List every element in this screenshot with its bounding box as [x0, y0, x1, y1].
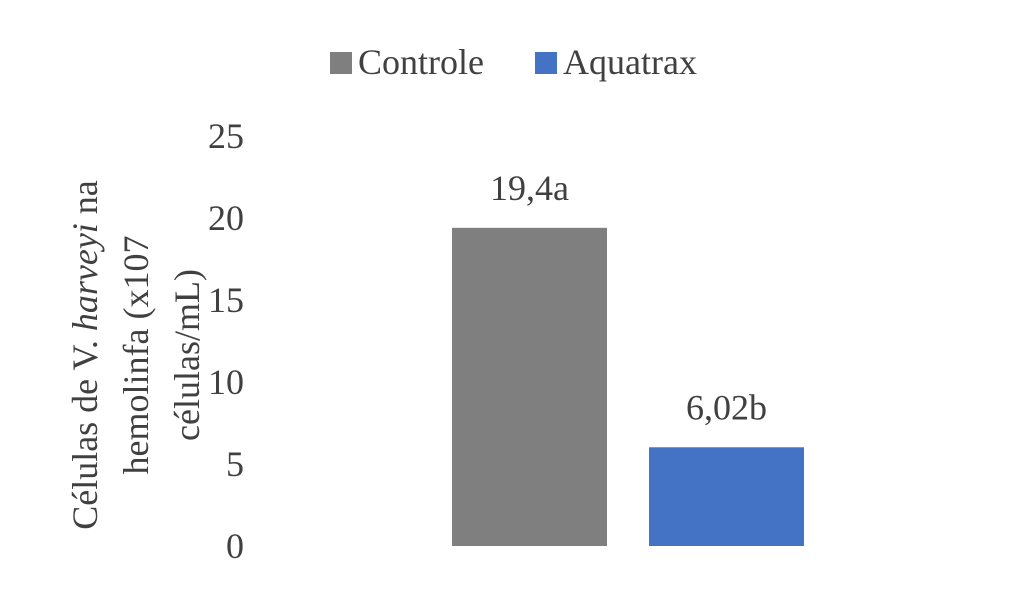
legend: Controle Aquatrax [330, 42, 697, 82]
legend-label-aquatrax: Aquatrax [563, 42, 697, 82]
y-tick-label: 15 [208, 280, 244, 320]
bar-controle [452, 227, 607, 546]
y-axis-title-line: células/mL) [167, 269, 207, 441]
y-tick-label: 0 [226, 526, 244, 566]
data-labels: 19,4a 6,02b [490, 168, 767, 427]
y-axis-ticks: 0 5 10 15 20 25 [208, 116, 244, 566]
data-label-aquatrax: 6,02b [686, 387, 767, 427]
bars [452, 227, 804, 546]
legend-swatch-aquatrax [535, 52, 557, 74]
y-axis-title: Células de V. harveyi na hemolinfa (x107 c… [65, 180, 207, 530]
y-tick-label: 10 [208, 362, 244, 402]
y-axis-title-line: Células de V. harveyi na [65, 180, 105, 530]
legend-label-controle: Controle [358, 42, 484, 82]
bar-aquatrax [649, 447, 804, 546]
y-axis-title-line: hemolinfa (x107 [116, 236, 156, 475]
data-label-controle: 19,4a [490, 168, 569, 208]
y-tick-label: 5 [226, 444, 244, 484]
legend-swatch-controle [330, 52, 352, 74]
y-tick-label: 25 [208, 116, 244, 156]
y-tick-label: 20 [208, 198, 244, 238]
